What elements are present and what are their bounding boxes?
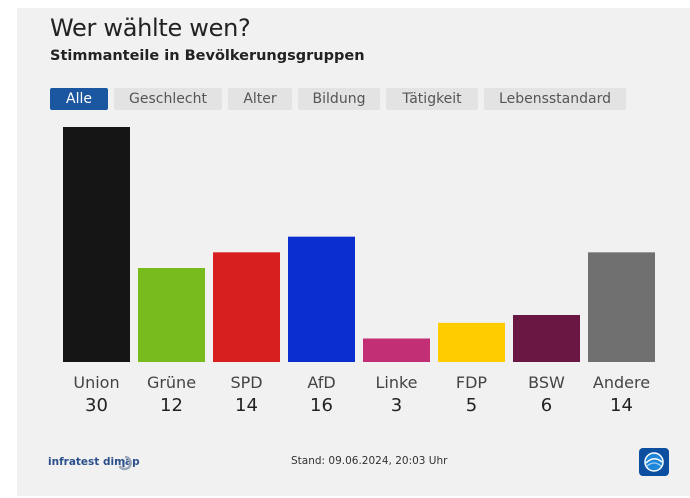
bar-chart: Union 30 Grüne 12 SPD 14 AfD 16 Linke 3 FDP 5 BSW 6 An… [63, 127, 655, 416]
tab-alter[interactable]: Alter [228, 88, 292, 110]
tab-lebensstandard[interactable]: Lebensstandard [484, 88, 626, 110]
tab-taetigkeit[interactable]: Tätigkeit [386, 88, 478, 110]
bar-union[interactable] [63, 127, 130, 362]
source-label: infratest dimap [48, 456, 140, 468]
bar-afd[interactable] [288, 236, 355, 362]
bar-spd[interactable] [213, 252, 280, 362]
chart-subtitle: Stimmanteile in Bevölkerungsgruppen [50, 48, 365, 64]
value-label: 14 [235, 395, 258, 416]
bar-fdp[interactable] [438, 322, 505, 362]
category-label: Linke [375, 373, 417, 392]
tagesschau-logo-icon [639, 448, 669, 476]
category-label: SPD [230, 373, 262, 392]
category-label: Grüne [147, 373, 196, 392]
category-label: Union [73, 373, 119, 392]
value-label: 3 [391, 395, 402, 416]
value-label: 12 [160, 395, 183, 416]
value-label: 6 [541, 395, 552, 416]
tab-geschlecht[interactable]: Geschlecht [114, 88, 222, 110]
category-label: Andere [593, 373, 650, 392]
bar-bsw[interactable] [513, 315, 580, 362]
tab-alle[interactable]: Alle [50, 88, 108, 110]
value-label: 16 [310, 395, 333, 416]
value-label: 30 [85, 395, 108, 416]
bar-grüne[interactable] [138, 268, 205, 362]
value-label: 5 [466, 395, 477, 416]
category-label: AfD [307, 373, 335, 392]
category-label: BSW [528, 373, 565, 392]
bar-andere[interactable] [588, 252, 655, 362]
timestamp-label: Stand: 09.06.2024, 20:03 Uhr [291, 455, 448, 467]
chart-title: Wer wählte wen? [50, 14, 251, 42]
value-label: 14 [610, 395, 633, 416]
bar-linke[interactable] [363, 338, 430, 363]
category-label: FDP [456, 373, 488, 392]
tab-bildung[interactable]: Bildung [298, 88, 380, 110]
infratest-logo-icon [118, 455, 132, 471]
